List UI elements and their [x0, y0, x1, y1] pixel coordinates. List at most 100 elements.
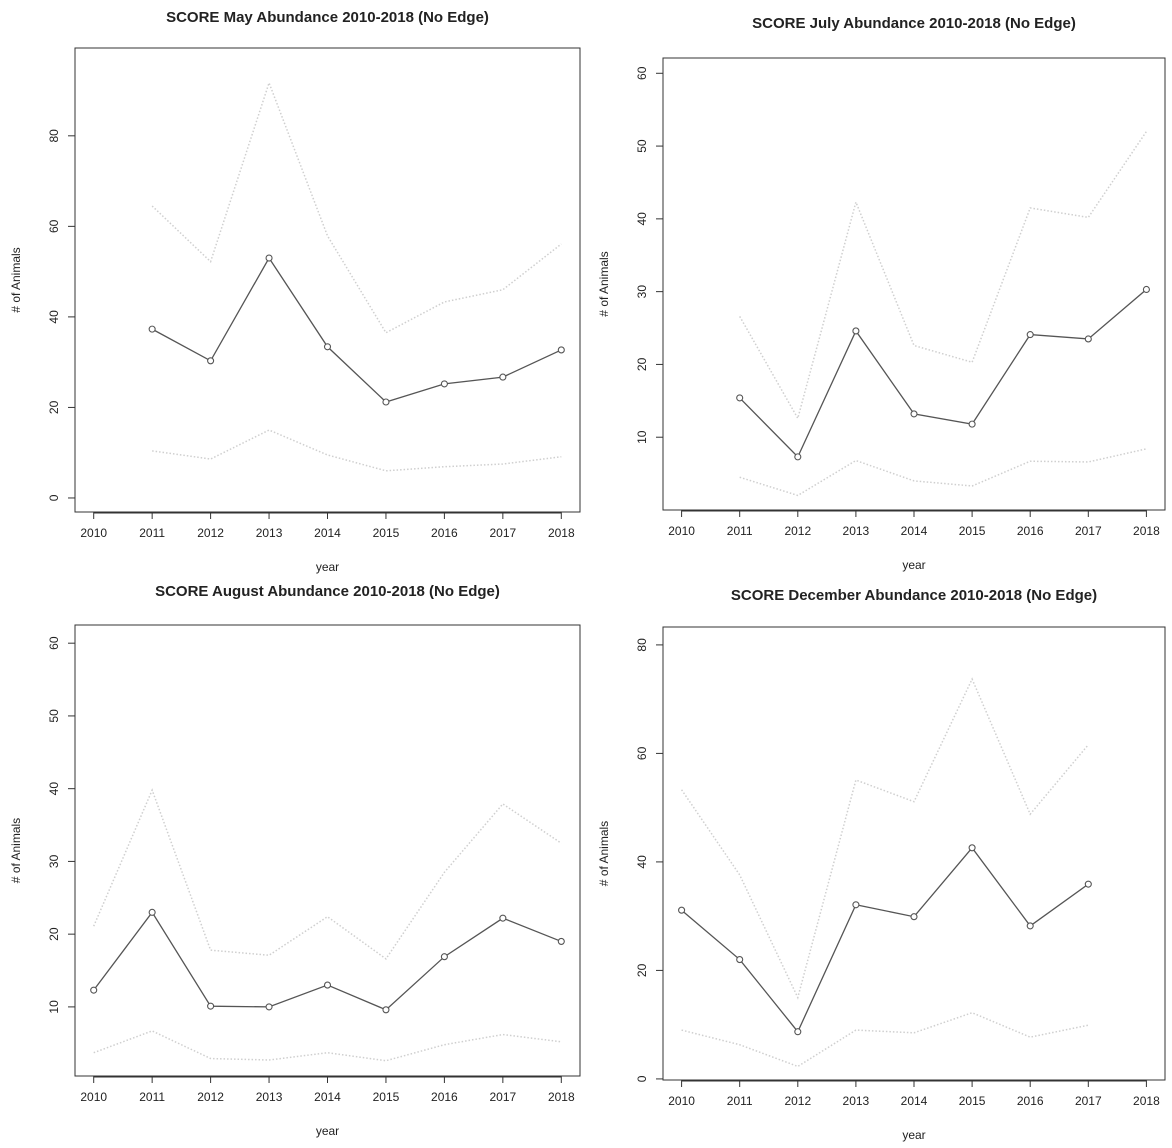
x-tick-label: 2015: [959, 1094, 986, 1108]
point: [910, 410, 918, 418]
x-tick-label: 2018: [548, 526, 575, 540]
point: [265, 254, 273, 262]
plot-frame: [74, 624, 581, 1077]
x-tick-label: 2011: [139, 1090, 165, 1104]
series-line: [93, 788, 562, 960]
point: [557, 346, 565, 354]
x-tick-label: 2014: [901, 1094, 928, 1108]
point: [148, 325, 156, 333]
x-tick-label: 2012: [197, 1090, 224, 1104]
series-line: [152, 429, 562, 472]
x-tick-label: 2017: [489, 526, 516, 540]
plot-frame: [662, 626, 1166, 1081]
series-line: [93, 911, 562, 1011]
x-tick-label: 2010: [668, 1094, 695, 1108]
point: [90, 986, 98, 994]
x-tick-label: 2013: [843, 1094, 870, 1108]
x-axis-label: year: [902, 558, 925, 572]
x-tick-label: 2018: [548, 1090, 575, 1104]
y-tick-label: 20: [47, 400, 61, 414]
x-tick-label: 2010: [80, 1090, 107, 1104]
series-line: [151, 80, 562, 334]
series-line: [681, 846, 1089, 1033]
x-tick-label: 2016: [1017, 1094, 1044, 1108]
point: [968, 844, 976, 852]
point: [382, 1006, 390, 1014]
y-tick-label: 20: [47, 927, 61, 941]
chart-title: SCORE July Abundance 2010-2018 (No Edge): [752, 15, 1076, 32]
y-tick-label: 60: [47, 636, 61, 650]
point: [910, 913, 918, 921]
y-tick-label: 60: [635, 66, 649, 80]
chart-title: SCORE December Abundance 2010-2018 (No E…: [731, 587, 1097, 604]
y-tick-label: 60: [47, 219, 61, 233]
x-tick-label: 2011: [139, 526, 165, 540]
point: [207, 357, 215, 365]
point: [207, 1002, 215, 1010]
x-tick-label: 2016: [431, 1090, 458, 1104]
y-tick-label: 30: [635, 285, 649, 299]
series-line: [680, 677, 1089, 1000]
point: [852, 901, 860, 909]
y-tick-label: 30: [47, 854, 61, 868]
x-tick-label: 2011: [727, 1094, 753, 1108]
plot-frame: [74, 47, 581, 513]
series-line: [739, 131, 1148, 421]
x-tick-label: 2017: [489, 1090, 516, 1104]
point: [1142, 285, 1150, 294]
y-tick-label: 40: [635, 855, 649, 869]
x-axis-label: year: [902, 1128, 925, 1142]
x-tick-label: 2018: [1133, 524, 1160, 538]
x-tick-label: 2014: [901, 524, 928, 538]
x-tick-label: 2012: [197, 526, 224, 540]
chart-title: SCORE May Abundance 2010-2018 (No Edge): [166, 9, 489, 26]
y-tick-label: 80: [635, 638, 649, 652]
y-tick-label: 50: [47, 709, 61, 723]
point: [265, 1003, 273, 1011]
y-tick-label: 20: [635, 963, 649, 977]
x-tick-label: 2015: [373, 526, 400, 540]
x-axis-label: year: [316, 1124, 339, 1138]
point: [557, 937, 565, 945]
x-tick-label: 2014: [314, 1090, 341, 1104]
point: [1026, 922, 1034, 930]
point: [968, 420, 976, 428]
series-line: [681, 1011, 1089, 1068]
point: [440, 380, 448, 388]
x-tick-label: 2017: [1075, 1094, 1102, 1108]
chart-title: SCORE August Abundance 2010-2018 (No Edg…: [155, 583, 500, 600]
x-tick-label: 2016: [431, 526, 458, 540]
x-tick-label: 2015: [373, 1090, 400, 1104]
series-line: [151, 256, 562, 403]
y-axis-label: # of Animals: [9, 818, 23, 883]
x-tick-label: 2012: [784, 524, 811, 538]
y-tick-label: 0: [47, 494, 61, 501]
point: [148, 908, 156, 916]
point: [1084, 335, 1092, 343]
point: [794, 1028, 802, 1036]
x-tick-label: 2017: [1075, 524, 1102, 538]
y-axis-label: # of Animals: [9, 247, 23, 312]
x-tick-label: 2010: [668, 524, 695, 538]
point: [1026, 331, 1034, 339]
series-line: [93, 1030, 562, 1062]
x-tick-label: 2015: [959, 524, 986, 538]
y-tick-label: 50: [635, 139, 649, 153]
y-tick-label: 10: [635, 430, 649, 444]
series-line: [739, 288, 1147, 458]
y-tick-label: 40: [47, 310, 61, 324]
point: [499, 373, 507, 381]
y-tick-label: 20: [635, 357, 649, 371]
x-tick-label: 2013: [256, 526, 283, 540]
point: [736, 394, 744, 402]
x-tick-label: 2012: [784, 1094, 811, 1108]
x-axis-label: year: [316, 560, 339, 574]
point: [1084, 880, 1092, 888]
point: [323, 981, 332, 989]
point: [382, 398, 390, 406]
y-tick-label: 0: [635, 1075, 649, 1082]
point: [678, 906, 686, 914]
x-tick-label: 2016: [1017, 524, 1044, 538]
y-axis-label: # of Animals: [597, 251, 611, 316]
